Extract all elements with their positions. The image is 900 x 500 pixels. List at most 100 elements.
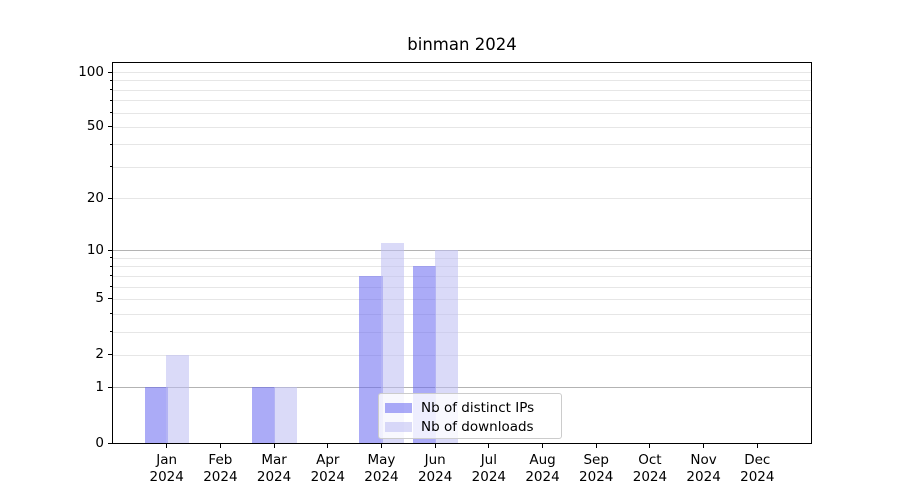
bar-downloads-mar	[273, 387, 297, 443]
x-tick	[380, 444, 382, 448]
y-tick	[108, 249, 112, 251]
gridline-minor	[113, 166, 811, 168]
bar-distinct-ips-mar	[251, 387, 276, 443]
x-tick	[434, 444, 436, 448]
gridline-minor	[113, 100, 811, 102]
gridline-minor	[113, 144, 811, 146]
gridline-minor	[113, 72, 811, 74]
x-tick-year: 2024	[417, 469, 453, 485]
gridline-minor	[113, 275, 811, 277]
y-tick-label: 1	[95, 378, 104, 395]
y-tick-minor	[110, 286, 112, 288]
gridline-minor	[113, 286, 811, 288]
gridline-minor	[113, 331, 811, 333]
y-tick-minor	[110, 313, 112, 315]
y-tick-label: 100	[78, 63, 104, 80]
legend-swatch-distinct-ips	[385, 402, 412, 413]
x-tick-month: Oct	[638, 452, 662, 468]
gridline-minor	[113, 80, 811, 82]
x-tick-year: 2024	[149, 469, 184, 485]
y-tick-minor	[110, 99, 112, 101]
x-tick	[703, 444, 705, 448]
x-tick-month: Feb	[208, 452, 233, 468]
x-tick	[488, 444, 490, 448]
gridline-minor	[113, 354, 811, 356]
y-tick	[108, 442, 112, 444]
y-tick-minor	[110, 112, 112, 114]
bar-distinct-ips-jan	[144, 387, 168, 443]
gridline-minor	[113, 198, 811, 200]
x-tick-month: Aug	[529, 452, 556, 468]
x-tick-month: Apr	[316, 452, 340, 468]
x-tick-month: Jun	[424, 452, 446, 468]
x-tick-label: Nov 2024	[669, 452, 739, 486]
y-tick	[108, 354, 112, 356]
x-tick-year: 2024	[364, 469, 399, 485]
y-tick-minor	[110, 166, 112, 168]
y-tick	[108, 298, 112, 300]
x-tick-label: Aug 2024	[508, 452, 578, 486]
legend-label-downloads: Nb of downloads	[421, 418, 534, 435]
y-tick-minor	[110, 143, 112, 145]
x-tick-label: Jul 2024	[454, 452, 524, 486]
x-tick-label: May 2024	[346, 452, 416, 486]
y-tick-minor	[110, 89, 112, 91]
y-tick-minor	[110, 275, 112, 277]
gridline-minor	[113, 298, 811, 300]
x-tick-month: Jan	[156, 452, 178, 468]
x-tick-month: Jul	[480, 452, 497, 468]
y-tick-minor	[110, 79, 112, 81]
x-tick-month: May	[367, 452, 396, 468]
x-tick	[756, 444, 758, 448]
legend-swatch-downloads	[385, 421, 412, 432]
gridline-minor	[113, 257, 811, 259]
legend: Nb of distinct IPs Nb of downloads	[378, 393, 562, 439]
x-tick-month: Nov	[690, 452, 717, 468]
x-tick-year: 2024	[686, 469, 721, 485]
y-tick	[108, 126, 112, 128]
y-tick-minor	[110, 331, 112, 333]
gridline-major	[113, 250, 811, 252]
legend-item-distinct-ips: Nb of distinct IPs	[379, 398, 561, 417]
gridline-major	[113, 387, 811, 389]
y-tick-label: 50	[86, 118, 104, 135]
y-tick-label: 5	[95, 290, 104, 307]
x-tick-month: Mar	[261, 452, 287, 468]
x-tick-year: 2024	[632, 469, 668, 485]
x-tick	[649, 444, 651, 448]
legend-label-distinct-ips: Nb of distinct IPs	[421, 399, 535, 416]
y-tick-label: 0	[95, 434, 104, 451]
x-tick-year: 2024	[471, 469, 507, 485]
y-tick-minor	[110, 265, 112, 267]
x-tick-label: Mar 2024	[239, 452, 309, 486]
y-tick	[108, 386, 112, 388]
x-tick-label: Sep 2024	[561, 452, 631, 486]
y-tick-label: 2	[95, 346, 104, 363]
x-tick-year: 2024	[203, 469, 238, 485]
x-tick-label: Jan 2024	[132, 452, 202, 486]
x-tick	[166, 444, 168, 448]
x-tick	[595, 444, 597, 448]
gridline-minor	[113, 112, 811, 114]
x-tick-label: Apr 2024	[293, 452, 363, 486]
x-tick-label: Feb 2024	[185, 452, 255, 486]
x-tick	[219, 444, 221, 448]
chart-title: binman 2024	[407, 35, 517, 54]
gridline-minor	[113, 89, 811, 91]
x-tick-label: Dec 2024	[722, 452, 792, 486]
gridline-minor	[113, 266, 811, 268]
x-tick	[273, 444, 275, 448]
x-tick-month: Dec	[744, 452, 771, 468]
y-tick-minor	[110, 257, 112, 259]
x-tick-label: Jun 2024	[400, 452, 470, 486]
x-tick-year: 2024	[310, 469, 345, 485]
y-tick-label: 20	[86, 189, 104, 206]
x-tick-year: 2024	[740, 469, 775, 485]
bar-distinct-ips-may	[359, 275, 383, 443]
x-tick-year: 2024	[579, 469, 614, 485]
gridline-minor	[113, 313, 811, 315]
x-tick-year: 2024	[525, 469, 560, 485]
legend-item-downloads: Nb of downloads	[379, 417, 561, 436]
x-tick-label: Oct 2024	[615, 452, 685, 486]
x-tick-month: Sep	[583, 452, 609, 468]
